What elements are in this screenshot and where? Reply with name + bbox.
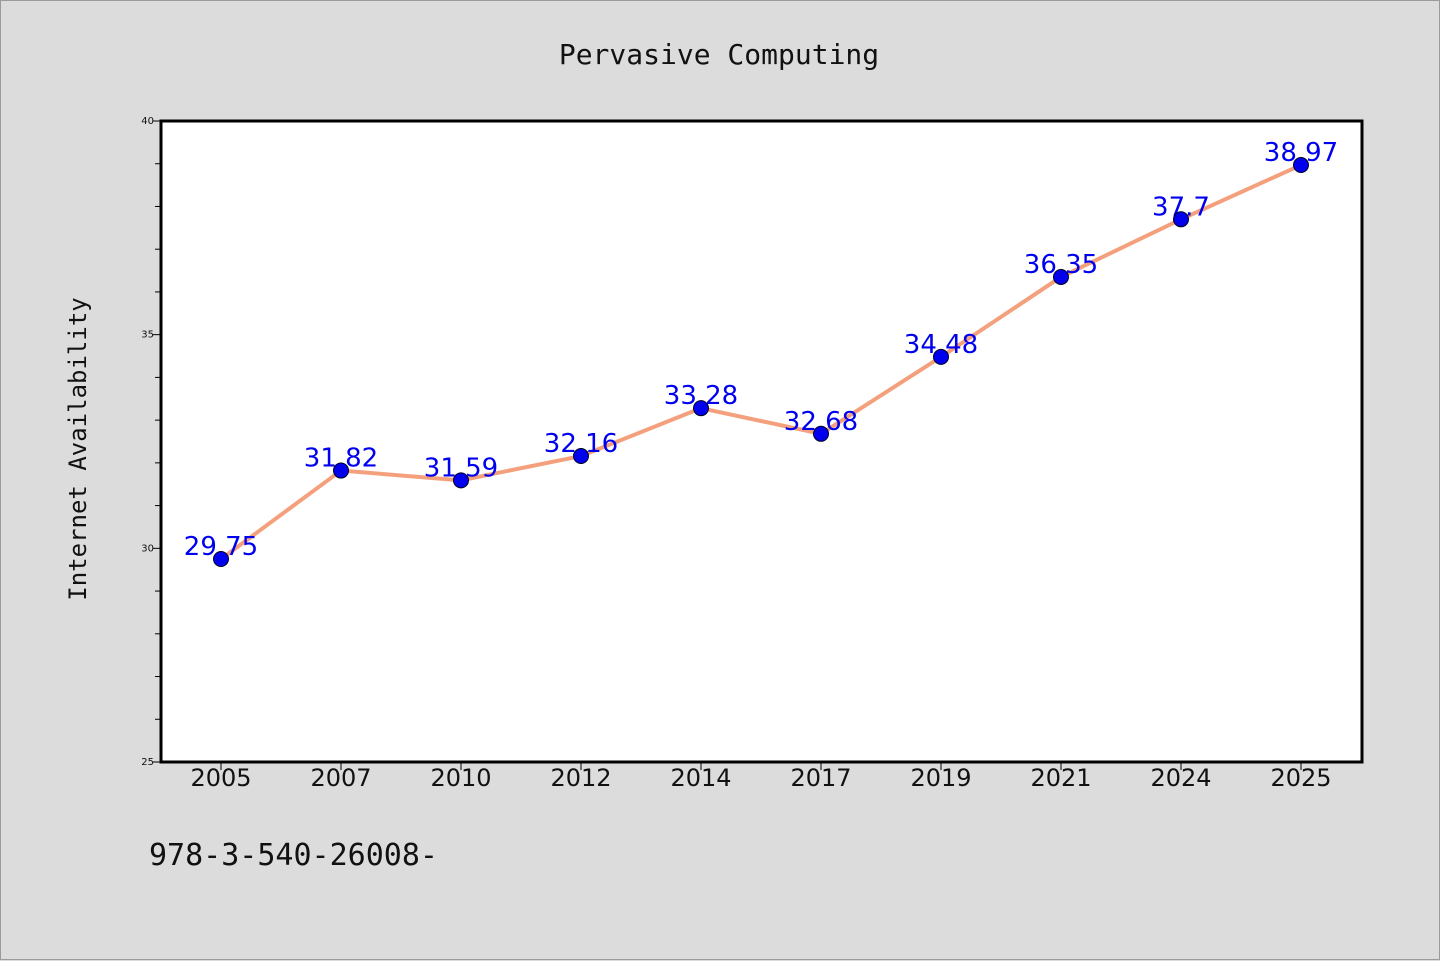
y-tick-label: 30: [141, 543, 154, 554]
data-point: [333, 462, 349, 479]
data-point: [813, 425, 829, 442]
y-tick-label: 35: [141, 330, 154, 341]
data-point: [1173, 211, 1189, 228]
x-tick-label: 2019: [910, 764, 971, 792]
x-tick-label: 2005: [190, 764, 251, 792]
data-point: [213, 551, 229, 568]
x-tick-label: 2007: [310, 764, 371, 792]
y-tick-label: 25: [141, 757, 154, 768]
x-tick-label: 2012: [550, 764, 611, 792]
plot-border: [159, 119, 1364, 764]
x-tick-label: 2014: [670, 764, 731, 792]
x-tick-label: 2021: [1030, 764, 1091, 792]
chart-title: Pervasive Computing: [559, 38, 879, 71]
y-tick-label: 40: [141, 116, 154, 127]
axis-layer: 25 30 35 40 2005 2007 2010 2012 2014 2017 2019 2021…: [141, 116, 1331, 792]
data-point: [693, 400, 709, 417]
x-tick-label: 2025: [1270, 764, 1331, 792]
y-axis-label: Internet Availability: [64, 297, 92, 600]
x-tick-label: 2017: [790, 764, 851, 792]
footer-isbn-text: 978-3-540-26008-: [149, 838, 438, 873]
x-tick-label: 2010: [430, 764, 491, 792]
data-point: [933, 348, 949, 365]
data-point: [453, 472, 469, 489]
x-tick-label: 2024: [1150, 764, 1211, 792]
series-line: [219, 163, 1302, 561]
data-point: [1053, 268, 1069, 285]
data-point: [1293, 157, 1309, 174]
data-point: [573, 448, 589, 465]
